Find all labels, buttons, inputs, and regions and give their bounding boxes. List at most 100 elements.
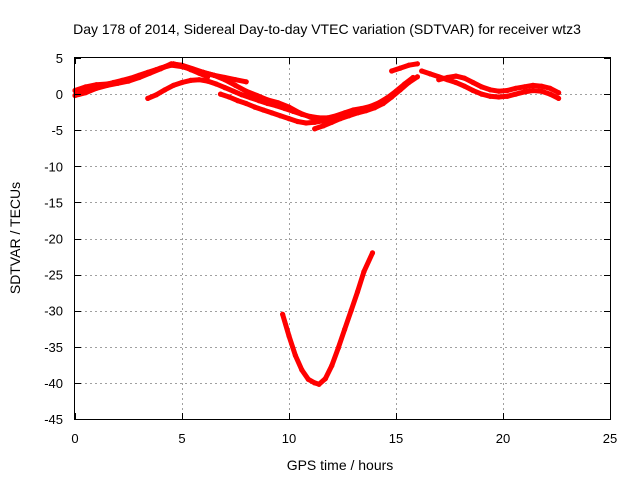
data-point: [85, 87, 91, 93]
y-tick-label: 5: [56, 51, 63, 66]
data-point: [247, 95, 254, 101]
data-point: [496, 88, 502, 94]
data-point: [521, 84, 528, 90]
data-point: [504, 87, 510, 94]
data-point: [188, 67, 194, 73]
data-point: [196, 77, 202, 83]
data-point: [119, 77, 125, 83]
data-point: [406, 62, 412, 68]
x-tick-label: 25: [603, 431, 617, 446]
data-point: [461, 83, 468, 89]
data-point: [162, 64, 168, 70]
x-tick-labels: 0 5 10 15 20 25: [71, 431, 617, 446]
data-series-line: [389, 61, 420, 74]
y-axis-label: SDTVAR / TECUs: [7, 182, 23, 294]
data-point: [419, 68, 425, 74]
y-tick-label: -10: [44, 159, 63, 174]
x-tick-label: 5: [178, 431, 185, 446]
data-point: [277, 113, 283, 119]
data-point: [243, 79, 249, 85]
data-point: [128, 75, 134, 81]
data-point: [372, 105, 378, 111]
data-point: [243, 88, 249, 94]
data-point: [369, 250, 376, 256]
data-point: [389, 94, 395, 100]
data-point: [444, 74, 450, 81]
data-point: [282, 105, 288, 112]
data-point: [322, 376, 328, 382]
data-point: [329, 119, 335, 125]
tick-marks: [75, 58, 611, 420]
data-point: [538, 88, 545, 94]
data-point: [205, 78, 211, 84]
data-point: [556, 90, 562, 96]
data-point: [273, 103, 279, 109]
y-tick-label: -30: [44, 304, 63, 319]
data-point: [337, 116, 343, 122]
data-point: [260, 107, 266, 113]
data-point: [235, 98, 241, 104]
x-tick-label: 20: [496, 431, 510, 446]
data-point: [453, 73, 459, 79]
data-point: [269, 110, 275, 116]
data-point: [196, 70, 202, 76]
data-point: [226, 94, 232, 100]
data-point: [414, 61, 420, 67]
x-tick-label: 0: [71, 431, 78, 446]
data-point: [145, 69, 151, 75]
data-point: [211, 72, 217, 78]
series-layer: [72, 61, 562, 387]
data-point: [179, 63, 185, 69]
data-point: [496, 94, 502, 100]
data-point: [461, 75, 468, 81]
data-point: [102, 82, 108, 88]
data-point: [230, 88, 236, 94]
data-point: [136, 72, 142, 78]
y-tick-label: -35: [44, 340, 63, 355]
data-point: [530, 87, 536, 94]
data-point: [145, 95, 151, 101]
grid: [75, 58, 610, 419]
data-point: [222, 77, 228, 83]
data-point: [312, 126, 318, 132]
data-point: [320, 118, 326, 124]
data-point: [380, 100, 386, 107]
data-point: [162, 87, 168, 93]
data-point: [170, 82, 176, 88]
data-point: [316, 381, 322, 387]
data-point: [312, 119, 318, 125]
x-tick-label: 15: [389, 431, 403, 446]
data-point: [265, 100, 271, 107]
data-point: [389, 68, 395, 74]
data-point: [397, 87, 403, 93]
y-tick-label: 0: [56, 87, 63, 102]
y-tick-label: -45: [44, 412, 63, 427]
data-point: [427, 71, 433, 77]
y-tick-label: -20: [44, 232, 63, 247]
data-point: [243, 100, 249, 107]
data-point: [335, 345, 341, 351]
data-point: [307, 113, 313, 120]
data-point: [292, 352, 298, 359]
data-point: [414, 74, 420, 80]
data-point: [290, 108, 296, 114]
data-point: [320, 123, 326, 129]
data-point: [286, 333, 292, 339]
data-point: [222, 85, 228, 91]
data-point: [170, 61, 176, 67]
data-point: [295, 118, 301, 125]
data-point: [305, 376, 311, 382]
data-point: [354, 289, 361, 295]
data-point: [547, 85, 553, 91]
data-point: [303, 120, 309, 126]
data-point: [470, 87, 476, 94]
data-point: [342, 326, 348, 333]
data-point: [521, 89, 528, 95]
data-point: [436, 77, 442, 83]
x-tick-label: 10: [282, 431, 296, 446]
data-point: [312, 380, 318, 386]
data-point: [479, 91, 485, 97]
data-point: [346, 113, 352, 119]
data-point: [538, 83, 545, 89]
